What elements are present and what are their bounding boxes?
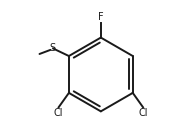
Text: F: F [98, 12, 104, 22]
Text: Cl: Cl [139, 108, 149, 118]
Text: Cl: Cl [53, 108, 63, 118]
Text: S: S [49, 43, 56, 53]
